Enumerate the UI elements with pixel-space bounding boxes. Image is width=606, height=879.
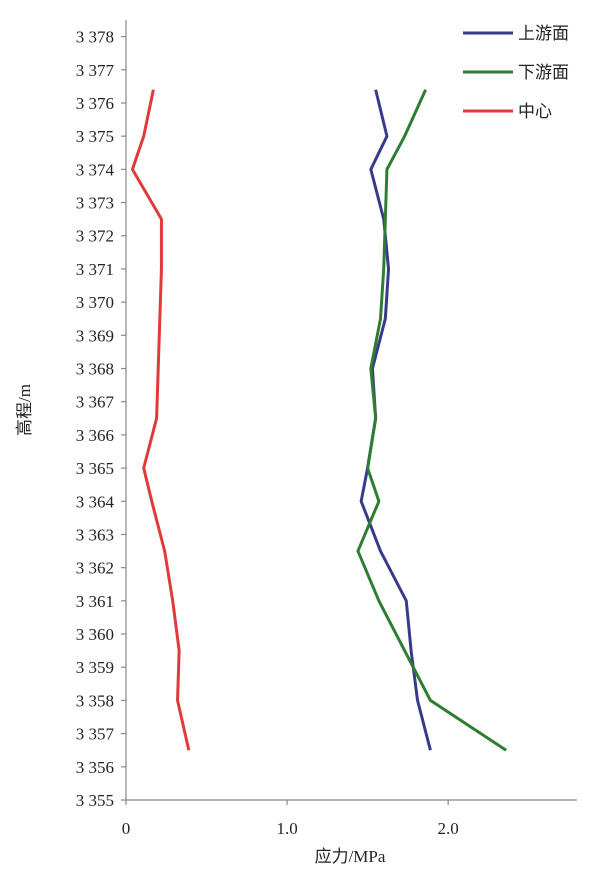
y-tick-label: 3 363 — [76, 525, 114, 544]
x-tick-label: 1.0 — [276, 819, 297, 838]
y-tick-label: 3 372 — [76, 227, 114, 246]
series-line — [356, 89, 507, 752]
x-tick-label: 2.0 — [438, 819, 459, 838]
legend-label: 上游面 — [518, 24, 569, 43]
y-tick-label: 3 376 — [76, 94, 114, 113]
y-tick-label: 3 374 — [76, 160, 115, 179]
y-tick-label: 3 369 — [76, 326, 114, 345]
y-tick-label: 3 368 — [76, 360, 114, 379]
y-tick-label: 3 366 — [76, 426, 114, 445]
y-tick-label: 3 360 — [76, 625, 114, 644]
y-tick-label: 3 377 — [76, 61, 115, 80]
series-line — [130, 89, 191, 751]
y-tick-label: 3 362 — [76, 559, 114, 578]
legend-label: 下游面 — [518, 63, 569, 82]
y-axis-label: 高程/m — [15, 384, 34, 436]
y-tick-label: 3 357 — [76, 725, 115, 744]
series-line — [359, 89, 432, 751]
y-tick-label: 3 367 — [76, 393, 115, 412]
x-axis-label: 应力/MPa — [315, 847, 386, 866]
x-tick-label: 0 — [122, 819, 131, 838]
y-tick-label: 3 378 — [76, 28, 114, 47]
y-tick-label: 3 365 — [76, 459, 114, 478]
y-tick-label: 3 358 — [76, 691, 114, 710]
y-tick-label: 3 364 — [76, 492, 115, 511]
y-tick-label: 3 359 — [76, 658, 114, 677]
y-tick-label: 3 370 — [76, 293, 114, 312]
y-tick-label: 3 361 — [76, 592, 114, 611]
y-tick-label: 3 356 — [76, 758, 114, 777]
y-tick-label: 3 375 — [76, 127, 114, 146]
y-tick-label: 3 373 — [76, 194, 114, 213]
legend-label: 中心 — [518, 102, 552, 121]
y-tick-label: 3 355 — [76, 791, 114, 810]
y-tick-label: 3 371 — [76, 260, 114, 279]
